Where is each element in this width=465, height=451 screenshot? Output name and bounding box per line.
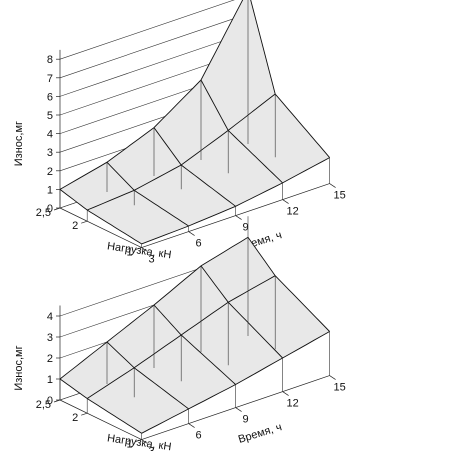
- load-tick-mark-2: [81, 412, 88, 416]
- load-axis-label: Нагрузка, кН: [106, 432, 172, 451]
- time-tick-label: 9: [243, 222, 249, 234]
- z-axis-label: Износ,мг: [13, 345, 25, 390]
- time-tick-mark-3: [141, 439, 148, 444]
- load-axis-line: [59, 399, 142, 440]
- z-tick-label: 4: [47, 129, 53, 141]
- surface-curve-time-15: [247, 237, 330, 332]
- z-tick-label: 1: [47, 374, 53, 386]
- z-tick-label: 7: [47, 73, 53, 85]
- load-axis-label: Нагрузка, кН: [106, 240, 172, 261]
- wear-surface: [60, 237, 330, 434]
- time-tick-mark-6: [188, 231, 195, 236]
- surface-curve-time-6: [106, 341, 189, 410]
- z-tick-label: 8: [47, 54, 53, 66]
- surface-curve-time-3: [59, 378, 142, 434]
- gridline-z-7: [59, 13, 249, 79]
- load-tick-mark-1: [135, 439, 142, 442]
- time-tick-label: 6: [196, 430, 202, 442]
- surface-curve-time-15: [250, 0, 330, 158]
- load-tick-label: 1: [126, 247, 132, 259]
- surface-curve-time-12: [200, 79, 283, 184]
- z-tick-label: 6: [47, 91, 53, 103]
- load-tick-label: 2: [72, 220, 78, 232]
- time-tick-label: 15: [333, 190, 345, 202]
- z-tick-label: 0: [47, 395, 53, 407]
- time-tick-mark-9: [235, 215, 242, 220]
- load-tick-label: 1: [126, 439, 132, 451]
- time-tick-mark-6: [188, 423, 195, 428]
- time-tick-mark-12: [282, 391, 289, 396]
- surface-curve-time-3: [59, 189, 142, 245]
- time-tick-label: 3: [149, 254, 155, 266]
- time-tick-mark-12: [282, 199, 289, 204]
- z-tick-label: 4: [47, 311, 53, 323]
- surface-curve-time-9: [153, 304, 236, 385]
- load-tick-mark-2: [81, 220, 88, 224]
- load-tick-mark-1: [135, 247, 142, 250]
- load-tick-label: 2: [72, 412, 78, 424]
- time-tick-label: 9: [243, 414, 249, 426]
- z-tick-label: 3: [47, 147, 53, 159]
- z-tick-label: 2: [47, 353, 53, 365]
- load-axis-line: [59, 207, 142, 248]
- load-tick-label: 2,5: [36, 207, 51, 219]
- surface-curve-time-12: [200, 265, 283, 359]
- z-tick-label: 0: [47, 203, 53, 215]
- time-tick-label: 6: [196, 238, 202, 250]
- surface-curve-time-9: [153, 127, 236, 207]
- gridline-z-8: [59, 0, 235, 60]
- time-tick-label: 3: [149, 446, 155, 451]
- load-tick-mark-2,5: [53, 207, 61, 211]
- time-tick-mark-15: [329, 183, 336, 188]
- time-tick-label: 12: [286, 206, 298, 218]
- z-tick-label: 2: [47, 166, 53, 178]
- z-axis-label: Износ,мг: [13, 121, 25, 166]
- load-tick-label: 2,5: [36, 399, 51, 411]
- load-tick-mark-2,5: [53, 399, 61, 403]
- time-tick-label: 15: [333, 382, 345, 394]
- gridline-z-6: [59, 32, 249, 97]
- z-tick-label: 5: [47, 110, 53, 122]
- time-tick-mark-9: [235, 407, 242, 412]
- time-tick-mark-3: [141, 247, 148, 252]
- z-tick-label: 1: [47, 184, 53, 196]
- time-tick-mark-15: [329, 375, 336, 380]
- time-tick-label: 12: [286, 398, 298, 410]
- surface-curve-time-6: [106, 161, 189, 227]
- z-tick-label: 3: [47, 332, 53, 344]
